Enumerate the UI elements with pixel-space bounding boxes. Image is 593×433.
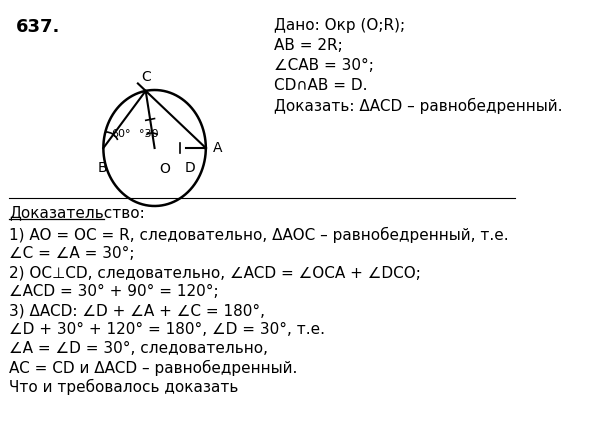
Text: 2) OC⊥CD, следовательно, ∠ACD = ∠OCA + ∠DCO;: 2) OC⊥CD, следовательно, ∠ACD = ∠OCA + ∠… <box>9 265 420 280</box>
Text: AB = 2R;: AB = 2R; <box>274 38 343 53</box>
Text: °30: °30 <box>139 129 158 139</box>
Text: 60°: 60° <box>111 129 131 139</box>
Text: Доказать: ΔACD – равнобедренный.: Доказать: ΔACD – равнобедренный. <box>274 98 562 114</box>
Text: 1) AO = OC = R, следовательно, ΔAOC – равнобедренный, т.е.: 1) AO = OC = R, следовательно, ΔAOC – ра… <box>9 227 508 243</box>
Text: B: B <box>98 161 107 175</box>
Text: AC = CD и ΔACD – равнобедренный.: AC = CD и ΔACD – равнобедренный. <box>9 360 297 376</box>
Text: 637.: 637. <box>16 18 60 36</box>
Text: Дано: Окр (O;R);: Дано: Окр (O;R); <box>274 18 405 33</box>
Text: D: D <box>184 161 195 175</box>
Text: Что и требовалось доказать: Что и требовалось доказать <box>9 379 238 395</box>
Text: CD∩AB = D.: CD∩AB = D. <box>274 78 367 93</box>
Text: O: O <box>159 162 170 176</box>
Text: C: C <box>142 70 151 84</box>
Text: A: A <box>213 141 222 155</box>
Text: Доказательство:: Доказательство: <box>9 205 145 220</box>
Text: ∠C = ∠A = 30°;: ∠C = ∠A = 30°; <box>9 246 135 261</box>
Text: ∠D + 30° + 120° = 180°, ∠D = 30°, т.е.: ∠D + 30° + 120° = 180°, ∠D = 30°, т.е. <box>9 322 325 337</box>
Text: ∠CAB = 30°;: ∠CAB = 30°; <box>274 58 374 73</box>
Text: 3) ΔACD: ∠D + ∠A + ∠C = 180°,: 3) ΔACD: ∠D + ∠A + ∠C = 180°, <box>9 303 265 318</box>
Text: ∠ACD = 30° + 90° = 120°;: ∠ACD = 30° + 90° = 120°; <box>9 284 218 299</box>
Text: ∠A = ∠D = 30°, следовательно,: ∠A = ∠D = 30°, следовательно, <box>9 341 268 356</box>
